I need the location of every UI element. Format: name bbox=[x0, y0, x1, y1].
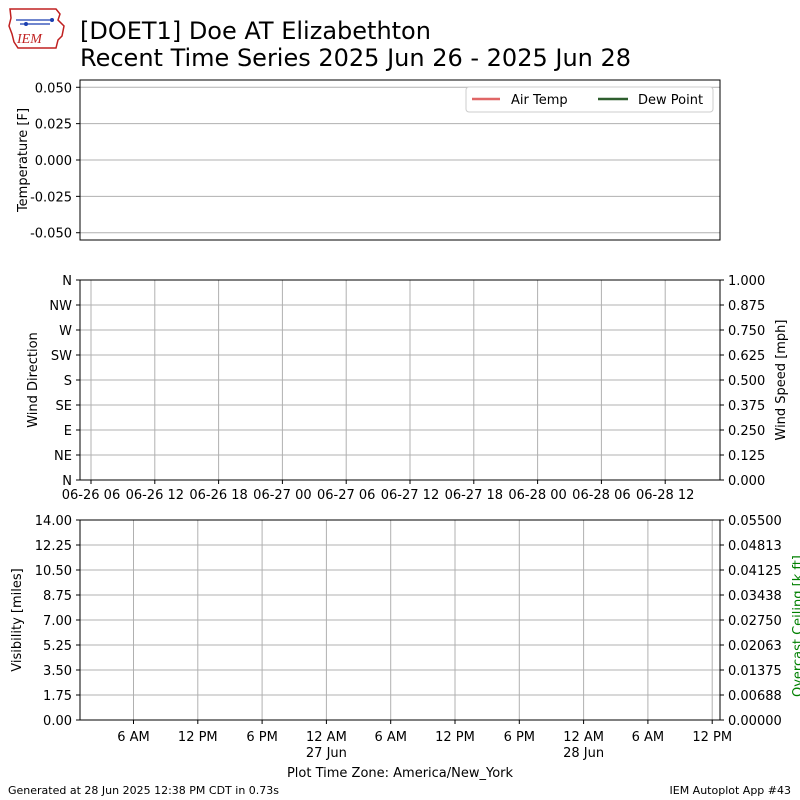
wind-speed-tick-label: 0.750 bbox=[728, 324, 765, 339]
chart-title-line2: Recent Time Series 2025 Jun 26 - 2025 Ju… bbox=[80, 44, 632, 72]
temperature-plot-frame bbox=[79, 79, 721, 241]
wind-direction-axis-label: Wind Direction bbox=[26, 332, 41, 428]
visibility-time-tick-label: 12 AM bbox=[563, 730, 604, 745]
ceiling-tick-label: 0.01375 bbox=[728, 664, 782, 679]
visibility-time-tick-label: 6 PM bbox=[504, 730, 535, 745]
visibility-time-tick-label: 12 PM bbox=[692, 730, 732, 745]
wind-direction-tick-label: N bbox=[62, 474, 72, 489]
iem-logo: IEM bbox=[8, 8, 65, 49]
visibility-tick-label: 12.25 bbox=[35, 539, 72, 554]
wind-speed-tick-label: 0.500 bbox=[728, 374, 765, 389]
visibility-time-tick-label: 6 PM bbox=[246, 730, 277, 745]
wind-direction-tick-label: NW bbox=[49, 299, 72, 314]
visibility-time-tick-label: 12 PM bbox=[178, 730, 218, 745]
wind-speed-tick-label: 0.000 bbox=[728, 474, 765, 489]
temperature-y-tick-label: 0.025 bbox=[35, 118, 72, 133]
wind-time-tick-label: 06-27 06 bbox=[317, 488, 375, 503]
visibility-tick-label: 5.25 bbox=[43, 639, 72, 654]
wind-speed-tick-label: 0.875 bbox=[728, 299, 765, 314]
ceiling-axis-label: Overcast Ceiling [k ft] bbox=[791, 555, 800, 697]
wind-direction-tick-label: E bbox=[64, 424, 72, 439]
ceiling-tick-label: 0.00688 bbox=[728, 689, 782, 704]
wind-direction-tick-label: W bbox=[59, 324, 72, 339]
visibility-tick-label: 3.50 bbox=[43, 664, 72, 679]
visibility-plot-frame bbox=[79, 519, 721, 721]
visibility-date-label: 27 Jun bbox=[306, 746, 347, 761]
temperature-y-tick-label: 0.000 bbox=[35, 154, 72, 169]
wind-direction-tick-label: NE bbox=[54, 449, 72, 464]
visibility-tick-label: 10.50 bbox=[35, 564, 72, 579]
visibility-time-tick-label: 6 AM bbox=[374, 730, 407, 745]
wind-time-tick-label: 06-26 06 bbox=[62, 488, 120, 503]
ceiling-tick-label: 0.02750 bbox=[728, 614, 782, 629]
wind-time-tick-label: 06-28 12 bbox=[636, 488, 694, 503]
visibility-tick-label: 7.00 bbox=[43, 614, 72, 629]
logo-text: IEM bbox=[16, 32, 43, 47]
ceiling-tick-label: 0.03438 bbox=[728, 589, 782, 604]
temperature-y-tick-label: -0.050 bbox=[30, 227, 72, 242]
visibility-tick-label: 14.00 bbox=[35, 514, 72, 529]
wind-time-tick-label: 06-27 00 bbox=[253, 488, 311, 503]
wind-direction-tick-label: N bbox=[62, 274, 72, 289]
time-zone-axis-label: Plot Time Zone: America/New_York bbox=[287, 766, 514, 781]
wind-speed-tick-label: 0.250 bbox=[728, 424, 765, 439]
footer-app-id: IEM Autoplot App #43 bbox=[669, 784, 792, 797]
chart-title-line1: [DOET1] Doe AT Elizabethton bbox=[80, 17, 431, 45]
wind-speed-tick-label: 0.375 bbox=[728, 399, 765, 414]
wind-speed-tick-label: 0.125 bbox=[728, 449, 765, 464]
visibility-axis-label: Visibility [miles] bbox=[10, 568, 25, 671]
wind-direction-tick-label: S bbox=[64, 374, 72, 389]
wind-plot-frame bbox=[79, 279, 721, 481]
visibility-tick-label: 1.75 bbox=[43, 689, 72, 704]
ceiling-tick-label: 0.04125 bbox=[728, 564, 782, 579]
wind-direction-tick-label: SW bbox=[51, 349, 72, 364]
wind-speed-axis-label: Wind Speed [mph] bbox=[774, 320, 789, 441]
visibility-time-tick-label: 6 AM bbox=[117, 730, 150, 745]
visibility-time-tick-label: 12 PM bbox=[435, 730, 475, 745]
visibility-tick-label: 8.75 bbox=[43, 589, 72, 604]
wind-time-tick-label: 06-27 18 bbox=[445, 488, 503, 503]
wind-time-tick-label: 06-27 12 bbox=[381, 488, 439, 503]
temperature-y-tick-label: 0.050 bbox=[35, 81, 72, 96]
ceiling-tick-label: 0.05500 bbox=[728, 514, 782, 529]
visibility-time-tick-label: 6 AM bbox=[632, 730, 665, 745]
wind-time-tick-label: 06-28 06 bbox=[572, 488, 630, 503]
visibility-tick-label: 0.00 bbox=[43, 714, 72, 729]
ceiling-tick-label: 0.02063 bbox=[728, 639, 782, 654]
ceiling-tick-label: 0.04813 bbox=[728, 539, 782, 554]
visibility-time-tick-label: 12 AM bbox=[306, 730, 347, 745]
wind-direction-tick-label: SE bbox=[56, 399, 72, 414]
temperature-y-axis-label: Temperature [F] bbox=[16, 108, 31, 213]
wind-time-tick-label: 06-28 00 bbox=[508, 488, 566, 503]
wind-time-tick-label: 06-26 12 bbox=[126, 488, 184, 503]
footer-generated: Generated at 28 Jun 2025 12:38 PM CDT in… bbox=[8, 784, 280, 797]
wind-speed-tick-label: 0.625 bbox=[728, 349, 765, 364]
legend-dew-point-label: Dew Point bbox=[638, 93, 703, 108]
temperature-y-tick-label: -0.025 bbox=[30, 190, 72, 205]
wind-speed-tick-label: 1.000 bbox=[728, 274, 765, 289]
legend-air-temp-label: Air Temp bbox=[511, 93, 568, 108]
temperature-legend-box bbox=[465, 86, 714, 113]
wind-time-tick-label: 06-26 18 bbox=[189, 488, 247, 503]
ceiling-tick-label: 0.00000 bbox=[728, 714, 782, 729]
visibility-date-label: 28 Jun bbox=[563, 746, 604, 761]
